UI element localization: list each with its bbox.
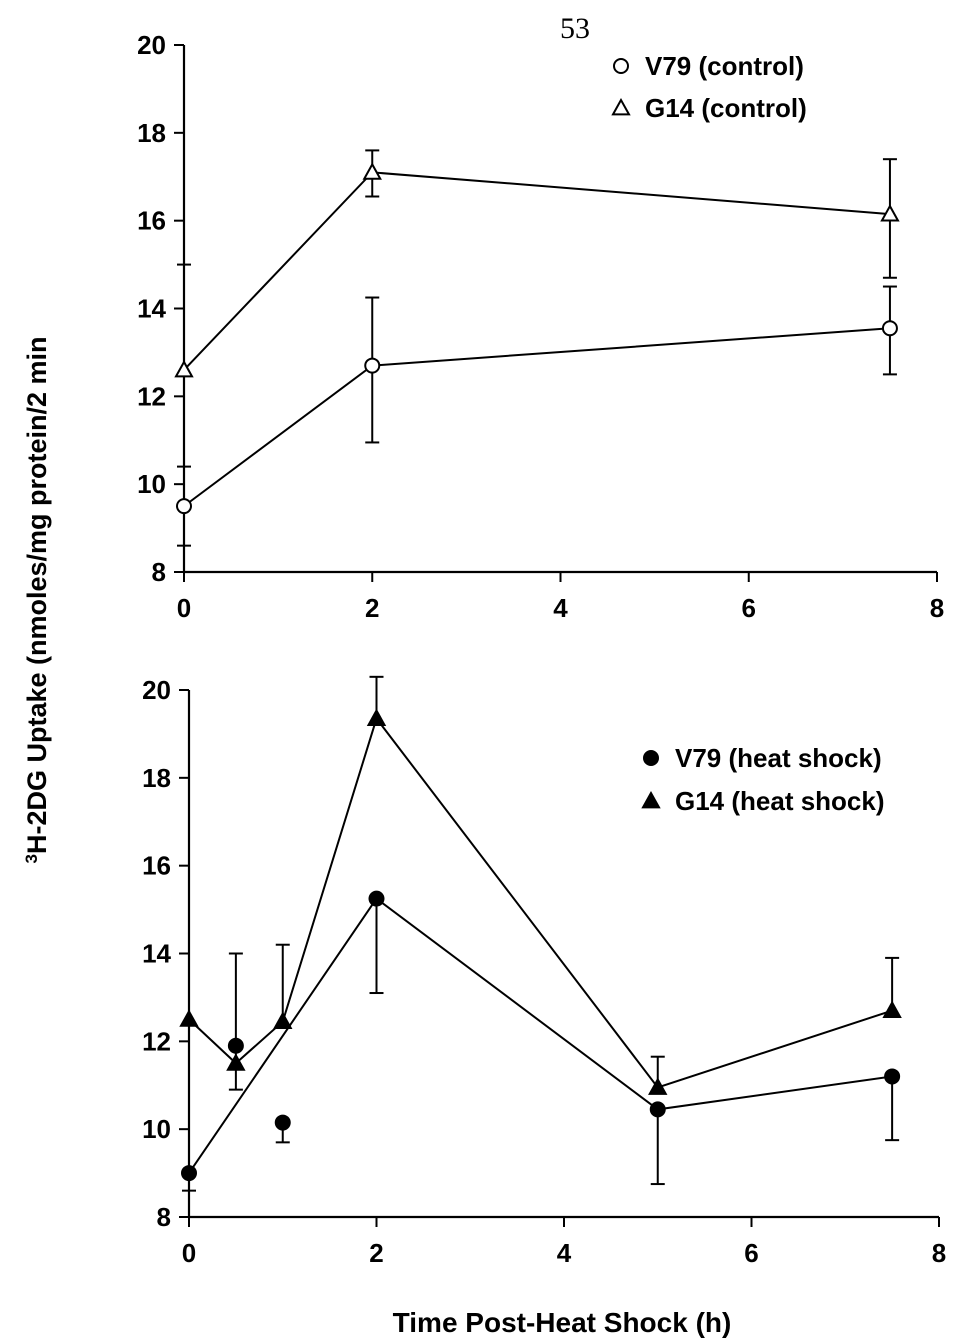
legend-marker <box>641 790 661 809</box>
legend-label: V79 (heat shock) <box>675 743 882 773</box>
y-tick-label: 12 <box>142 1026 171 1056</box>
shared-y-axis-label: 3H-2DG Uptake (nmoles/mg protein/2 min <box>22 336 52 863</box>
data-point <box>274 1114 291 1131</box>
x-tick-label: 2 <box>369 1238 383 1268</box>
legend-label: V79 (control) <box>645 51 804 81</box>
data-point <box>882 1000 902 1018</box>
legend: V79 (control) G14 (control) <box>611 51 807 123</box>
data-point <box>364 357 381 374</box>
y-tick-label: 16 <box>137 206 166 236</box>
y-tick-label: 8 <box>157 1202 171 1232</box>
y-tick-label: 18 <box>137 118 166 148</box>
data-point <box>273 1011 293 1029</box>
data-point <box>362 162 382 180</box>
legend-marker <box>643 750 659 766</box>
y-tick-label: 10 <box>137 469 166 499</box>
data-point <box>366 708 387 726</box>
data-point <box>179 1009 199 1027</box>
y-tick-label: 14 <box>142 939 171 969</box>
x-tick-label: 8 <box>930 593 944 623</box>
legend-marker <box>613 58 629 74</box>
top-panel-control: 8 10 12 14 16 18 20 0 2 4 6 8 V79 (control) G14 (cont… <box>137 30 944 623</box>
x-tick-label: 4 <box>557 1238 572 1268</box>
legend-label: G14 (control) <box>645 93 807 123</box>
x-tick-label: 8 <box>932 1238 946 1268</box>
series-0 <box>181 890 901 1192</box>
series-line <box>188 897 893 1174</box>
data-point <box>226 1053 246 1071</box>
x-tick-label: 2 <box>365 593 379 623</box>
series-line <box>183 171 891 371</box>
data-point <box>881 320 898 337</box>
data-point <box>648 1077 668 1095</box>
data-point <box>649 1101 666 1118</box>
series-0 <box>176 285 898 547</box>
y-axis-label-superscript: 3 <box>22 854 41 863</box>
series-line <box>188 716 893 1089</box>
y-tick-label: 10 <box>142 1114 171 1144</box>
y-axis-label-text: H-2DG Uptake (nmoles/mg protein/2 min <box>22 336 52 854</box>
series-1 <box>174 149 900 378</box>
y-tick-label: 18 <box>142 763 171 793</box>
y-tick-label: 20 <box>142 675 171 705</box>
x-tick-label: 6 <box>742 593 756 623</box>
data-point <box>880 204 900 222</box>
bottom-panel-heat-shock: 8 10 12 14 16 18 20 0 2 4 6 8 V79 (heat shock) G14 (h… <box>142 675 946 1268</box>
data-point <box>181 1165 197 1182</box>
svg-text:3H-2DG Uptake (nmoles/mg prot: 3H-2DG Uptake (nmoles/mg protein/2 min <box>22 336 52 863</box>
x-tick-label: 4 <box>553 593 568 623</box>
x-tick-label: 6 <box>744 1238 758 1268</box>
series-2 <box>179 675 902 1095</box>
data-point <box>174 359 194 378</box>
legend-label: G14 (heat shock) <box>675 786 885 816</box>
y-tick-label: 8 <box>152 557 166 587</box>
page-number: 53 <box>560 12 590 45</box>
series-line <box>183 327 891 507</box>
legend: V79 (heat shock) G14 (heat shock) <box>641 743 885 816</box>
legend-marker <box>611 97 631 116</box>
shared-x-axis-label: Time Post-Heat Shock (h) <box>393 1307 732 1338</box>
y-tick-label: 14 <box>137 294 166 324</box>
y-tick-label: 20 <box>137 30 166 60</box>
y-tick-label: 12 <box>137 381 166 411</box>
y-tick-label: 16 <box>142 851 171 881</box>
x-tick-label: 0 <box>182 1238 196 1268</box>
x-tick-label: 0 <box>177 593 191 623</box>
data-point <box>884 1068 901 1085</box>
data-point <box>176 498 192 515</box>
data-point <box>368 890 385 907</box>
